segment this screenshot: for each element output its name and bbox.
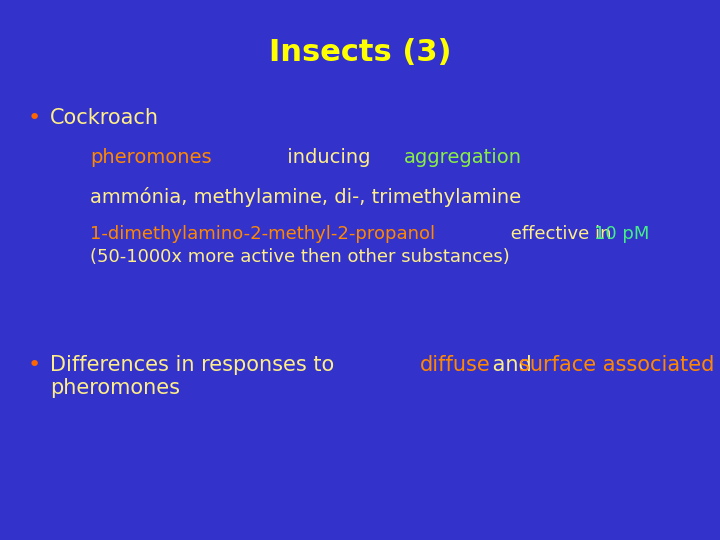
Text: effective in: effective in xyxy=(505,225,617,243)
Text: inducing: inducing xyxy=(282,148,377,167)
Text: Cockroach: Cockroach xyxy=(50,108,159,128)
Text: and: and xyxy=(486,355,539,375)
Text: Insects (3): Insects (3) xyxy=(269,38,451,67)
Text: surface associated: surface associated xyxy=(519,355,714,375)
Text: Differences in responses to: Differences in responses to xyxy=(50,355,341,375)
Text: (50-1000x more active then other substances): (50-1000x more active then other substan… xyxy=(90,248,510,266)
Text: diffuse: diffuse xyxy=(420,355,490,375)
Text: pheromones: pheromones xyxy=(90,148,212,167)
Text: 1-dimethylamino-2-methyl-2-propanol: 1-dimethylamino-2-methyl-2-propanol xyxy=(90,225,435,243)
Text: •: • xyxy=(28,355,41,375)
Text: pheromones: pheromones xyxy=(50,378,180,398)
Text: aggregation: aggregation xyxy=(404,148,522,167)
Text: ammónia, methylamine, di-, trimethylamine: ammónia, methylamine, di-, trimethylamin… xyxy=(90,187,521,207)
Text: •: • xyxy=(28,108,41,128)
Text: 10 pM: 10 pM xyxy=(593,225,649,243)
